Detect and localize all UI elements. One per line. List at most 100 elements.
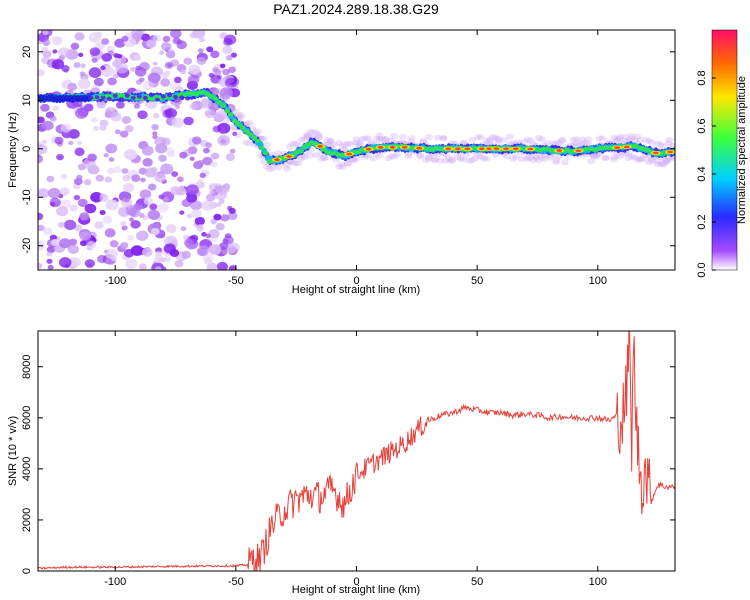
ridge-band (224, 108, 231, 114)
noise-blob (38, 262, 43, 269)
x-tick-label: -50 (228, 275, 244, 287)
ridge-halo (653, 161, 662, 168)
ridge-band (262, 150, 269, 156)
noise-blob (226, 245, 237, 254)
ridge-halo (442, 151, 451, 158)
ridge-halo (477, 153, 486, 160)
ridge-halo (303, 132, 312, 139)
noise-blob (79, 230, 92, 241)
noise-blob (67, 140, 74, 146)
x-tick-label: -100 (104, 275, 126, 287)
ridge-halo (343, 160, 352, 167)
ridge-band (320, 147, 327, 152)
noise-blob (38, 116, 45, 124)
ridge-band (220, 103, 227, 108)
ridge-band-left (94, 95, 100, 100)
ridge-halo (340, 141, 349, 148)
x-tick-label: 0 (353, 576, 359, 588)
ridge-band-left (124, 93, 130, 98)
noise-blob (213, 69, 222, 76)
noise-blob (147, 72, 161, 84)
noise-blob (183, 238, 194, 247)
noise-blob (189, 102, 199, 111)
noise-blob (46, 246, 56, 254)
ridge-halo (647, 157, 656, 164)
ridge-band (258, 145, 265, 151)
noise-blob (136, 230, 149, 241)
noise-blob (203, 147, 210, 154)
ridge-halo (647, 139, 656, 146)
noise-blob (186, 193, 198, 203)
noise-blob (152, 34, 162, 42)
noise-blob (196, 57, 207, 65)
noise-blob (180, 69, 187, 75)
ridge-halo (387, 137, 396, 144)
ridge-halo (346, 140, 355, 147)
noise-blob (171, 117, 184, 128)
noise-blob (126, 234, 135, 241)
ridge-hotspot (527, 147, 534, 151)
spectrogram-plot-area (38, 30, 675, 270)
ridge-halo (526, 137, 535, 144)
noise-blob (99, 193, 106, 198)
noise-blob (130, 67, 136, 72)
ridge-halo (479, 155, 488, 162)
ridge-halo (364, 152, 373, 159)
ridge-halo (494, 136, 503, 143)
ridge-halo (442, 157, 451, 164)
y-tick-label: 10 (21, 94, 33, 106)
noise-blob (164, 61, 174, 69)
noise-blob (78, 52, 84, 57)
noise-blob (209, 190, 215, 195)
y-tick-label: 4000 (21, 457, 33, 481)
ridge-halo (303, 133, 312, 140)
noise-blob (228, 66, 237, 73)
ridge-halo (364, 135, 373, 142)
ridge-halo (482, 155, 491, 162)
ridge-halo (578, 136, 587, 143)
ridge-halo (668, 155, 675, 162)
noise-blob (99, 124, 107, 131)
noise-blob (223, 38, 233, 46)
noise-blob (206, 193, 216, 202)
noise-blob (152, 131, 158, 136)
ridge-halo (245, 140, 254, 147)
noise-blob (58, 257, 72, 268)
spectrogram-ylabel: Frequency (Hz) (7, 112, 19, 188)
noise-blob (223, 187, 230, 193)
noise-blob (197, 179, 204, 184)
ridge-band (235, 121, 242, 127)
noise-blob (173, 76, 182, 84)
noise-blob (107, 167, 115, 175)
noise-blob (228, 265, 237, 270)
noise-blob (152, 112, 160, 119)
noise-blob (179, 151, 188, 159)
ridge-hotspot (401, 145, 408, 149)
ridge-halo (474, 134, 483, 141)
noise-blob (40, 103, 50, 112)
noise-blob (84, 259, 95, 268)
ridge-halo (627, 153, 636, 160)
ridge-halo (552, 139, 561, 146)
ridge-halo (534, 157, 543, 164)
ridge-halo (546, 154, 555, 161)
noise-blob (213, 213, 222, 221)
noise-blob (219, 63, 226, 69)
ridge-halo (430, 157, 439, 164)
noise-blob (154, 255, 164, 264)
ridge-band (247, 132, 254, 137)
noise-blob (133, 103, 141, 109)
ridge-hotspot (503, 147, 510, 151)
ridge-hotspot (285, 155, 292, 158)
ridge-band (239, 125, 246, 130)
ridge-halo (416, 152, 425, 159)
ridge-band-left (130, 95, 136, 100)
ridge-halo (352, 155, 361, 162)
chart-title: PAZ1.2024.289.18.38.G29 (273, 1, 439, 17)
colorbar-tick-label: 0.2 (696, 214, 708, 229)
noise-blob (91, 57, 98, 63)
ridge-halo (662, 157, 671, 164)
noise-blob (142, 157, 153, 167)
noise-blob (197, 159, 205, 166)
